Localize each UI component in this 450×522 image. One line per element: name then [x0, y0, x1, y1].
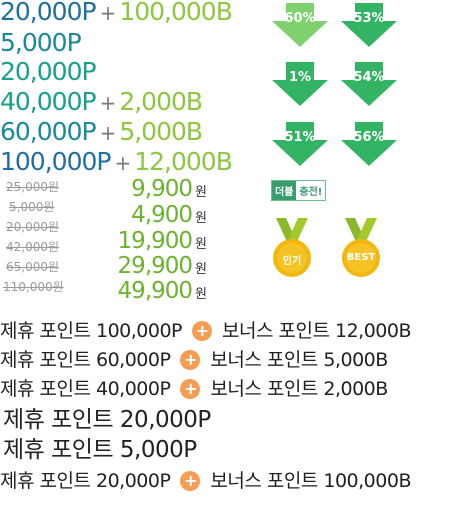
main-points: 60,000P — [0, 117, 97, 146]
sale-price: 19,900 — [117, 228, 193, 254]
bonus-points: 보너스 포인트 100,000B — [210, 470, 411, 492]
best-medal-icon: BEST — [339, 218, 383, 280]
bonus-points: 12,000B — [134, 147, 233, 176]
currency-unit: 원 — [195, 185, 207, 200]
discount-arrow-icon: 53% — [341, 3, 397, 47]
sale-price-row: 19,900 원 — [118, 228, 207, 254]
main-points: 100,000P — [0, 147, 111, 176]
discount-label: 60% — [284, 11, 316, 26]
original-price: 110,000원 — [3, 280, 64, 294]
discount-arrow-icon: 1% — [272, 62, 328, 106]
discount-label: 56% — [353, 130, 385, 145]
bottom-row-4: 제휴 포인트 20,000P — [3, 407, 211, 433]
point-row-2: 5,000P — [0, 28, 82, 57]
bonus-points: 보너스 포인트 2,000B — [210, 378, 388, 400]
bonus-points: 100,000B — [119, 0, 233, 26]
discount-label: 1% — [288, 70, 312, 85]
bottom-row-1: 제휴 포인트 100,000P + 보너스 포인트 12,000B — [0, 319, 411, 343]
discount-arrow-icon: 54% — [341, 62, 397, 106]
discount-arrow-icon: 56% — [341, 122, 397, 166]
point-row-4: 40,000P +2,000B — [0, 87, 203, 117]
sale-price-row: 49,900 원 — [118, 278, 207, 304]
main-points: 20,000P — [0, 0, 97, 26]
sale-price-row: 9,900 원 — [131, 176, 207, 202]
plus-circle-icon: + — [180, 350, 201, 370]
point-row-1: 20,000P +100,000B — [0, 0, 233, 27]
bottom-row-2: 제휴 포인트 60,000P + 보너스 포인트 5,000B — [0, 348, 388, 372]
bonus-points: 보너스 포인트 5,000B — [210, 349, 388, 371]
bottom-row-5: 제휴 포인트 5,000P — [3, 437, 197, 463]
discount-label: 54% — [353, 70, 385, 85]
discount-arrow-icon: 51% — [272, 122, 328, 166]
popular-medal-icon: 인기 — [270, 218, 314, 280]
bonus-points: 보너스 포인트 12,000B — [222, 320, 411, 342]
medal-label: BEST — [346, 252, 376, 263]
partner-points: 제휴 포인트 40,000P — [0, 378, 171, 400]
point-row-5: 60,000P +5,000B — [0, 117, 203, 147]
discount-arrow-icon: 60% — [272, 3, 328, 47]
original-price: 5,000원 — [9, 200, 55, 214]
sale-price: 29,900 — [117, 253, 193, 279]
plus-circle-icon: + — [180, 471, 201, 491]
plus-sign: + — [99, 91, 117, 115]
point-row-6: 100,000P +12,000B — [0, 147, 233, 177]
bottom-row-6: 제휴 포인트 20,000P + 보너스 포인트 100,000B — [0, 469, 411, 493]
original-price: 65,000원 — [6, 260, 60, 274]
currency-unit: 원 — [195, 237, 207, 252]
original-price: 20,000원 — [6, 220, 60, 234]
currency-unit: 원 — [195, 262, 207, 277]
medal-label: 인기 — [282, 256, 302, 267]
main-points: 40,000P — [0, 87, 97, 116]
double-charge-badge: 더블 충전! — [271, 180, 327, 201]
plus-circle-icon: + — [180, 379, 201, 399]
sale-price: 4,900 — [131, 202, 193, 228]
bonus-points: 2,000B — [119, 87, 203, 116]
partner-points: 제휴 포인트 60,000P — [0, 349, 171, 371]
sale-price: 49,900 — [117, 278, 193, 304]
currency-unit: 원 — [195, 287, 207, 302]
plus-sign: + — [99, 121, 117, 145]
sale-price: 9,900 — [131, 176, 193, 202]
discount-label: 51% — [284, 130, 316, 145]
original-price: 25,000원 — [6, 180, 60, 194]
partner-points: 제휴 포인트 20,000P — [0, 470, 171, 492]
plus-sign: + — [114, 151, 131, 175]
plus-sign: + — [99, 1, 117, 25]
partner-points: 제휴 포인트 100,000P — [0, 320, 183, 342]
discount-label: 53% — [353, 11, 385, 26]
sale-price-row: 29,900 원 — [118, 253, 207, 279]
badge-part-1: 더블 — [272, 181, 297, 200]
point-row-3: 20,000P — [0, 57, 97, 86]
bonus-points: 5,000B — [119, 117, 203, 146]
bottom-row-3: 제휴 포인트 40,000P + 보너스 포인트 2,000B — [0, 377, 388, 401]
sale-price-row: 4,900 원 — [131, 202, 207, 228]
plus-circle-icon: + — [192, 321, 213, 341]
badge-part-2: 충전! — [299, 187, 323, 198]
original-price: 42,000원 — [6, 240, 60, 254]
currency-unit: 원 — [195, 211, 207, 226]
